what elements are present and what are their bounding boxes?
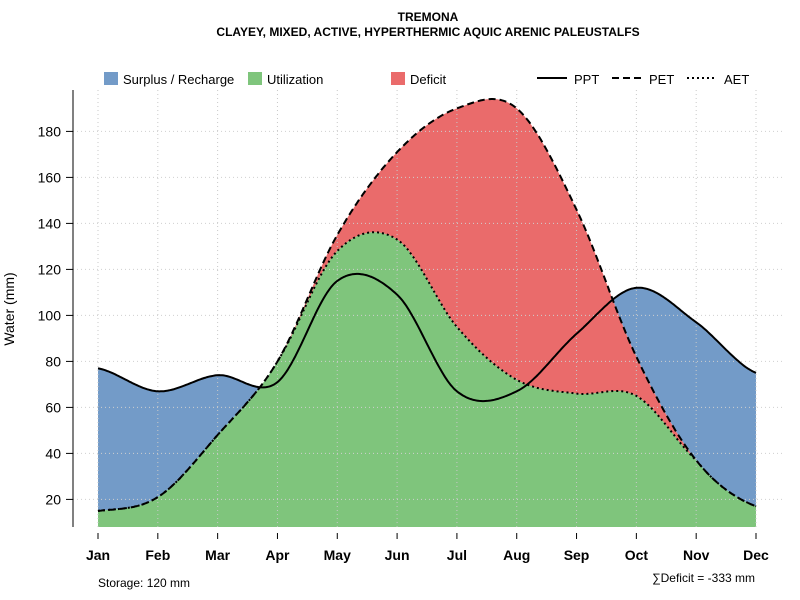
deficit-sum-note: ∑Deficit = -333 mm xyxy=(652,571,755,585)
series-lines xyxy=(97,98,757,512)
area-fills xyxy=(98,99,756,527)
y-tick-label: 80 xyxy=(45,353,61,369)
legend-swatch-surplus xyxy=(104,72,118,85)
series-line-ppt xyxy=(97,272,757,403)
utilization-area xyxy=(98,232,756,527)
y-tick-label: 40 xyxy=(45,445,61,461)
legend-swatch-utilization xyxy=(248,72,262,85)
x-tick-label-oct: Oct xyxy=(625,547,649,563)
surplus-recharge-area xyxy=(98,99,756,511)
x-tick-label-sep: Sep xyxy=(564,547,590,563)
x-tick-label-may: May xyxy=(324,547,351,563)
legend-label-surplus: Surplus / Recharge xyxy=(123,72,234,87)
x-tick-label-mar: Mar xyxy=(205,547,230,563)
legend: Surplus / Recharge Utilization Deficit P… xyxy=(104,72,749,87)
x-tick-label-dec: Dec xyxy=(743,547,769,563)
storage-note: Storage: 120 mm xyxy=(98,576,190,590)
legend-label-aet: AET xyxy=(724,72,749,87)
y-tick-label: 20 xyxy=(45,491,61,507)
y-ticks: 20 40 60 80 100 120 140 160 180 xyxy=(38,123,73,507)
x-ticks: Jan Feb Mar Apr May Jun Jul Aug Sep Oct Nov Dec xyxy=(86,533,769,563)
legend-swatch-deficit xyxy=(391,72,405,85)
x-tick-label-jan: Jan xyxy=(86,547,110,563)
y-tick-label: 100 xyxy=(38,307,62,323)
x-tick-label-aug: Aug xyxy=(503,547,530,563)
legend-label-ppt: PPT xyxy=(574,72,599,87)
chart-subtitle: CLAYEY, MIXED, ACTIVE, HYPERTHERMIC AQUI… xyxy=(216,25,639,39)
y-tick-label: 140 xyxy=(38,215,62,231)
legend-label-pet: PET xyxy=(649,72,674,87)
y-tick-label: 160 xyxy=(38,169,62,185)
y-tick-label: 180 xyxy=(38,123,62,139)
gridlines xyxy=(73,90,782,527)
y-tick-label: 120 xyxy=(38,261,62,277)
y-tick-label: 60 xyxy=(45,399,61,415)
deficit-area xyxy=(98,99,756,511)
x-tick-label-nov: Nov xyxy=(683,547,710,563)
legend-label-utilization: Utilization xyxy=(267,72,323,87)
x-tick-label-feb: Feb xyxy=(145,547,170,563)
y-axis-label: Water (mm) xyxy=(1,272,17,345)
series-line-pet xyxy=(97,98,757,512)
chart-title: TREMONA xyxy=(398,10,459,24)
x-tick-label-jun: Jun xyxy=(385,547,410,563)
x-tick-label-jul: Jul xyxy=(447,547,467,563)
series-line-aet xyxy=(97,231,757,512)
legend-label-deficit: Deficit xyxy=(410,72,447,87)
x-tick-label-apr: Apr xyxy=(265,547,290,563)
